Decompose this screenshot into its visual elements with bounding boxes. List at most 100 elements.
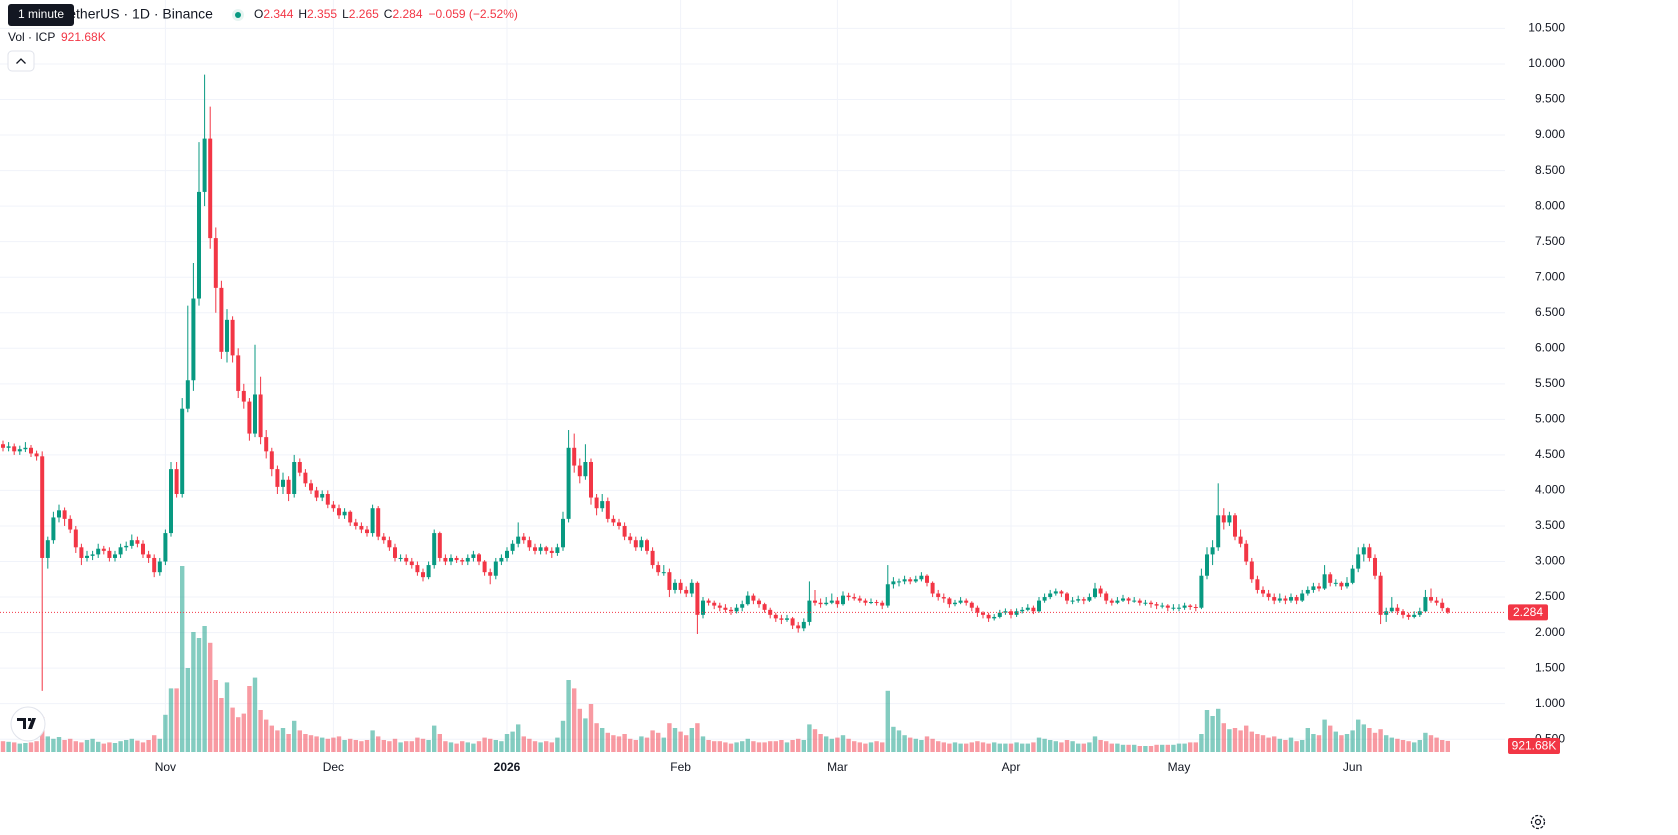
candle-body <box>1042 597 1047 601</box>
candle-body <box>337 508 341 516</box>
volume-bar <box>314 736 319 752</box>
volume-bar <box>1356 719 1361 752</box>
volume-bar <box>896 730 902 752</box>
volume-bar <box>504 734 510 752</box>
symbol-title[interactable]: ICP/TetherUS · 1D · Binance <box>34 6 213 22</box>
candle-body <box>219 287 224 352</box>
candle-body <box>533 547 537 551</box>
volume-bar <box>566 680 571 752</box>
volume-bar <box>0 741 6 752</box>
candle-body <box>241 390 246 402</box>
candle-body <box>73 529 78 548</box>
volume-bar <box>1328 725 1333 752</box>
candle-body <box>208 138 213 239</box>
candle-body <box>309 483 313 491</box>
candle-body <box>992 616 997 619</box>
volume-bar <box>1372 732 1378 752</box>
y-tick-label: 4.500 <box>1535 447 1565 461</box>
volume-bar <box>1048 740 1053 752</box>
volume-bar <box>471 743 476 752</box>
candle-body <box>471 554 476 558</box>
candle-body <box>1261 589 1265 594</box>
volume-legend-title[interactable]: Vol · ICP <box>8 30 55 44</box>
candle-body <box>572 447 577 466</box>
volume-bar <box>510 731 515 752</box>
volume-bar <box>796 738 801 752</box>
volume-bar <box>521 736 526 752</box>
collapse-button-box[interactable] <box>7 50 35 72</box>
volume-bar <box>1132 744 1137 752</box>
volume-bar <box>168 688 174 752</box>
volume-bar <box>992 742 997 752</box>
volume-bar <box>376 736 381 752</box>
volume-bar <box>538 742 543 752</box>
candle-body <box>790 618 795 626</box>
volume-bar <box>224 682 230 752</box>
candle-body <box>404 557 409 562</box>
settings-gear[interactable] <box>1530 814 1546 830</box>
candle-body <box>1434 600 1439 603</box>
volume-bar <box>840 735 846 752</box>
volume-bar <box>555 737 560 752</box>
candle-body <box>6 446 11 448</box>
candle-body <box>174 469 179 494</box>
candle-body <box>432 533 437 566</box>
volume-bar <box>364 740 370 752</box>
candle-body <box>712 602 717 606</box>
candle-body <box>34 453 39 457</box>
candle-body <box>488 572 493 576</box>
tooltip-text: 1 minute <box>18 7 64 21</box>
volume-bar <box>1042 738 1047 752</box>
y-tick-label: 5.500 <box>1535 376 1565 390</box>
candle-body <box>1216 515 1221 548</box>
candle-body <box>202 138 207 192</box>
volume-bar <box>723 742 728 752</box>
volume-bar <box>902 735 907 752</box>
volume-bar <box>695 723 700 752</box>
volume-bar <box>611 735 616 752</box>
volume-bar <box>924 736 930 752</box>
volume-bar <box>628 738 633 752</box>
candle-body <box>12 446 17 452</box>
volume-bar <box>790 740 795 752</box>
y-tick-label: 3.000 <box>1535 554 1565 568</box>
volume-bar <box>96 741 101 752</box>
volume-bar <box>969 742 974 752</box>
volume-bar <box>12 742 17 752</box>
settings-button[interactable] <box>1530 814 1546 830</box>
y-tick-label: 8.500 <box>1535 163 1565 177</box>
candle-body <box>1160 605 1165 607</box>
candle-body <box>897 581 901 583</box>
candle-body <box>846 595 851 598</box>
candle-body <box>437 533 442 558</box>
tradingview-logo[interactable] <box>10 706 46 742</box>
logo-badge[interactable] <box>10 706 46 742</box>
volume-bar <box>84 740 90 752</box>
volume-bar <box>460 741 465 752</box>
candle-body <box>941 597 946 599</box>
volume-bar <box>90 738 95 752</box>
candle-body <box>953 602 957 605</box>
candle-body <box>1199 575 1204 608</box>
volume-bar <box>45 736 50 752</box>
volume-bar <box>1092 736 1098 752</box>
volume-bar <box>1300 740 1305 752</box>
candle-body <box>1121 598 1125 601</box>
candle-body <box>969 602 974 608</box>
candle-body <box>185 380 190 409</box>
volume-bar <box>1076 743 1081 752</box>
y-tick-label: 1.000 <box>1535 696 1565 710</box>
candle-body <box>213 238 218 288</box>
volume-bar <box>252 677 258 752</box>
candle-body <box>376 508 381 537</box>
collapse-button[interactable] <box>7 50 35 72</box>
volume-bar <box>689 728 694 752</box>
volume-bar <box>230 707 235 752</box>
y-tick-label: 6.500 <box>1535 305 1565 319</box>
volume-bar <box>784 742 790 752</box>
candle-body <box>1384 611 1389 615</box>
volume-bar <box>706 740 711 752</box>
volume-bar <box>303 734 308 752</box>
candle-body <box>1137 600 1142 603</box>
